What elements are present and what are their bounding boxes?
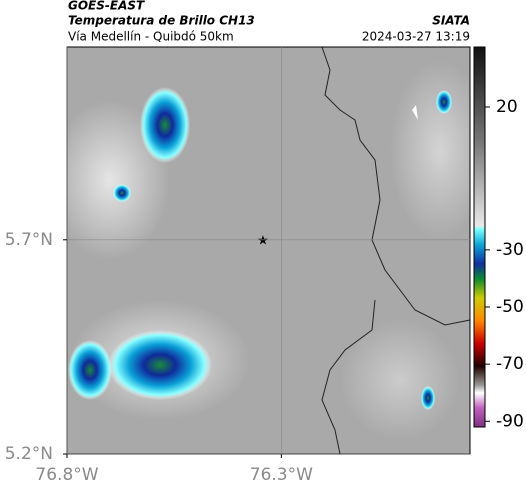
x-tick-label: 76.8°W <box>35 465 98 485</box>
satellite: GOES-EAST <box>68 0 145 13</box>
y-tick-label: 5.2°N <box>5 444 53 464</box>
star-marker: ★ <box>257 234 269 249</box>
x-tick-label: 76.3°W <box>250 465 313 485</box>
timestamp: 2024-03-27 13:19 <box>362 30 470 44</box>
map-image: ★ <box>50 46 490 455</box>
y-tick-label: 5.7°N <box>5 230 53 250</box>
colorbar-tick-label: -90 <box>496 411 524 431</box>
source: SIATA <box>432 14 470 28</box>
colorbar-tick-label: -70 <box>496 354 524 374</box>
colorbar-tick-label: 20 <box>496 97 518 117</box>
colorbar-tick-label: -50 <box>496 297 524 317</box>
colorbar-tick-label: -30 <box>496 240 524 260</box>
colorbar <box>473 46 486 428</box>
region: Vía Medellín - Quibdó 50km <box>68 30 234 44</box>
product: Temperatura de Brillo CH13 <box>68 14 255 28</box>
